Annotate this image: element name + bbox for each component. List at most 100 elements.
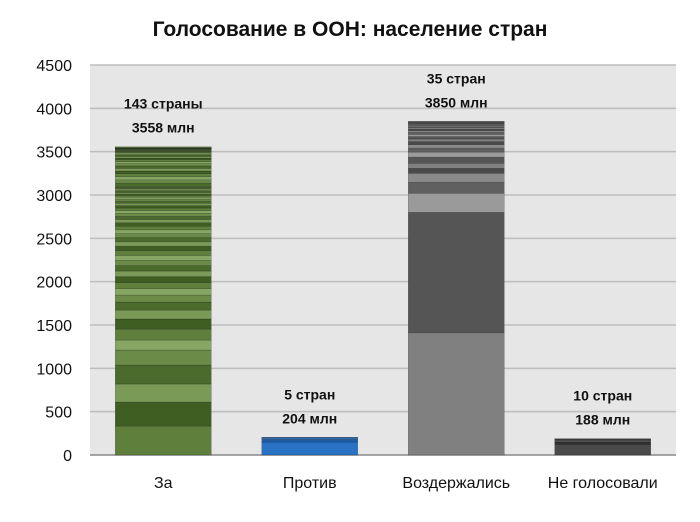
bar-segment <box>115 282 212 289</box>
bar-segment <box>115 245 212 251</box>
x-category-label: Не голосовали <box>548 475 658 492</box>
bar-segment <box>408 134 505 137</box>
data-label-count: 10 стран <box>573 388 632 404</box>
bar-segment <box>115 260 212 266</box>
bar-segment <box>408 141 505 145</box>
bar-segment <box>115 207 212 211</box>
bar-segment <box>115 222 212 227</box>
bar-segment <box>408 130 505 133</box>
bar-segment <box>115 179 212 184</box>
bar-segment <box>115 195 212 198</box>
bar-segment <box>115 364 212 385</box>
bar-segment <box>408 121 505 123</box>
bar-segment <box>115 276 212 283</box>
bar-segment <box>115 401 212 427</box>
bar-segment <box>115 288 212 296</box>
bar-segment <box>115 210 212 214</box>
bar-segment <box>115 203 212 206</box>
bar-segment <box>115 233 212 238</box>
bar-segment <box>115 200 212 204</box>
bar-segment <box>115 159 212 162</box>
y-tick-label: 2500 <box>36 231 72 248</box>
bar-segment <box>115 265 212 272</box>
y-tick-label: 2000 <box>36 275 72 292</box>
data-label-count: 35 стран <box>427 70 486 86</box>
x-category-label: Против <box>283 475 337 492</box>
bar-segment <box>115 250 212 256</box>
bar-segment <box>115 182 212 187</box>
bar-segment <box>115 219 212 223</box>
bar-segment <box>115 186 212 188</box>
bar-segment <box>115 349 212 366</box>
bar-segment <box>115 163 212 167</box>
bar-segment <box>408 182 505 194</box>
y-tick-label: 500 <box>45 405 72 422</box>
bar-segment <box>115 165 212 169</box>
bar-segment <box>115 198 212 202</box>
data-label-population: 188 млн <box>575 412 630 428</box>
bar-segment <box>115 383 212 403</box>
bar-segment <box>408 151 505 158</box>
y-tick-label: 3500 <box>36 145 72 162</box>
y-tick-label: 3000 <box>36 188 72 205</box>
bar-segment <box>115 205 212 209</box>
bar-segment <box>115 339 212 351</box>
bar-segment <box>115 237 212 243</box>
bar-segment <box>408 332 505 456</box>
data-label-population: 3850 млн <box>425 94 488 110</box>
bar-segment <box>408 168 505 174</box>
bar-segment <box>115 173 212 177</box>
bar-segment <box>554 440 651 443</box>
bar-segment <box>115 309 212 320</box>
bar-segment <box>115 170 212 175</box>
bar-segment <box>115 146 212 148</box>
data-label-count: 143 страны <box>124 96 203 112</box>
bar-segment <box>408 147 505 153</box>
bar-segment <box>115 328 212 341</box>
y-tick-label: 1500 <box>36 318 72 335</box>
bar-segment <box>408 136 505 140</box>
bar-segment <box>554 438 651 440</box>
bar-segment <box>408 138 505 142</box>
y-tick-label: 4500 <box>36 58 72 75</box>
bar-segment <box>115 294 212 303</box>
bar-segment <box>115 318 212 330</box>
bar-segment <box>115 255 212 261</box>
bar-segment <box>115 270 212 277</box>
bar-segment <box>554 441 651 445</box>
bar-segment <box>115 161 212 164</box>
bar-segment <box>115 301 212 311</box>
bar-segment <box>408 212 505 334</box>
bar-segment <box>115 216 212 220</box>
bar-segment <box>261 437 358 439</box>
bar-segment <box>408 132 505 135</box>
y-tick-label: 4000 <box>36 101 72 118</box>
bar-segment <box>408 156 505 164</box>
bar-segment <box>408 163 505 169</box>
bar-segment <box>115 229 212 234</box>
bar-segment <box>115 157 212 160</box>
bar-segment <box>261 441 358 456</box>
bar-segment <box>115 176 212 181</box>
x-category-label: За <box>154 475 173 492</box>
data-label-population: 204 млн <box>282 410 337 426</box>
y-tick-label: 1000 <box>36 361 72 378</box>
bar-segment <box>408 144 505 149</box>
bar-segment <box>115 241 212 247</box>
data-label-count: 5 стран <box>284 386 335 402</box>
bar-segment <box>115 225 212 231</box>
bar-segment <box>115 168 212 172</box>
data-label-population: 3558 млн <box>132 120 195 136</box>
bar-segment <box>115 213 212 217</box>
x-category-label: Воздержались <box>402 475 510 492</box>
bar-segment <box>408 172 505 183</box>
bar-segment <box>261 439 358 443</box>
bar-segment <box>115 196 212 200</box>
bar-segment <box>115 425 212 456</box>
bar-segment <box>408 193 505 213</box>
bar-segment <box>554 444 651 456</box>
chart-title: Голосование в ООН: население стран <box>152 18 548 41</box>
y-tick-label: 0 <box>63 448 72 465</box>
